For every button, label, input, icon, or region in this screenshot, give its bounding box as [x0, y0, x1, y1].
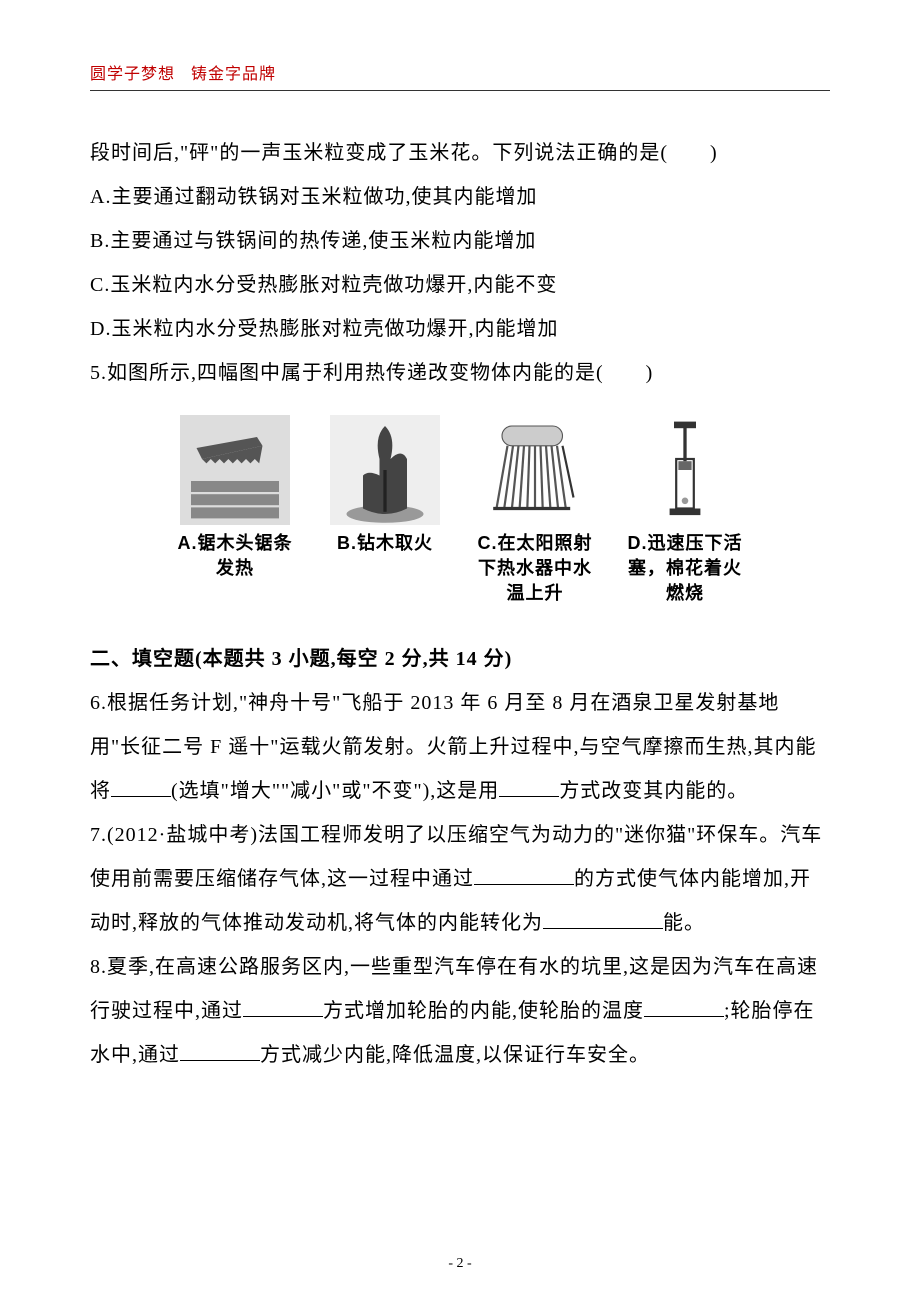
- q6-blank1: [111, 776, 171, 797]
- q5-fig-d: D.迅速压下活塞，棉花着火燃烧: [620, 415, 750, 607]
- q7: 7.(2012·盐城中考)法国工程师发明了以压缩空气为动力的"迷你猫"环保车。汽…: [90, 813, 830, 945]
- header-slogan-2: 铸金字品牌: [191, 66, 276, 83]
- q7-blank2: [543, 908, 663, 929]
- q4-option-a: A.主要通过翻动铁锅对玉米粒做功,使其内能增加: [90, 175, 830, 219]
- q6-t2: (选填"增大""减小"或"不变"),这是用: [171, 780, 499, 802]
- q4-option-d: D.玉米粒内水分受热膨胀对粒壳做功爆开,内能增加: [90, 307, 830, 351]
- q5-fig-c-label: C.在太阳照射下热水器中水温上升: [470, 531, 600, 607]
- q8-t2: 方式增加轮胎的内能,使轮胎的温度: [323, 1000, 644, 1022]
- solar-heater-icon: [480, 415, 590, 525]
- q4-option-b: B.主要通过与铁锅间的热传递,使玉米粒内能增加: [90, 219, 830, 263]
- page: 圆学子梦想铸金字品牌 段时间后,"砰"的一声玉米粒变成了玉米花。下列说法正确的是…: [0, 0, 920, 1302]
- body: 段时间后,"砰"的一声玉米粒变成了玉米花。下列说法正确的是( ) A.主要通过翻…: [90, 131, 830, 1077]
- q8-blank1: [243, 996, 323, 1017]
- q8: 8.夏季,在高速公路服务区内,一些重型汽车停在有水的坑里,这是因为汽车在高速行驶…: [90, 945, 830, 1077]
- q6-t3: 方式改变其内能的。: [559, 780, 748, 802]
- piston-icon: [630, 415, 740, 525]
- q6-blank2: [499, 776, 559, 797]
- q5-fig-c: C.在太阳照射下热水器中水温上升: [470, 415, 600, 607]
- page-header: 圆学子梦想铸金字品牌: [90, 60, 830, 91]
- q8-t4: 方式减少内能,降低温度,以保证行车安全。: [260, 1044, 650, 1066]
- drill-fire-icon: [330, 415, 440, 525]
- q5-fig-a: A.锯木头锯条发热: [170, 415, 300, 581]
- q5-figures: A.锯木头锯条发热 B.钻木取火: [90, 415, 830, 607]
- q5-fig-b-label: B.钻木取火: [337, 531, 433, 556]
- q6: 6.根据任务计划,"神舟十号"飞船于 2013 年 6 月至 8 月在酒泉卫星发…: [90, 681, 830, 813]
- q5-fig-b: B.钻木取火: [320, 415, 450, 556]
- q5-stem: 5.如图所示,四幅图中属于利用热传递改变物体内能的是( ): [90, 351, 830, 395]
- saw-wood-icon: [180, 415, 290, 525]
- q4-stem: 段时间后,"砰"的一声玉米粒变成了玉米花。下列说法正确的是( ): [90, 131, 830, 175]
- q7-t3: 能。: [663, 912, 705, 934]
- q8-blank2: [644, 996, 724, 1017]
- q5-fig-d-label: D.迅速压下活塞，棉花着火燃烧: [620, 531, 750, 607]
- q8-blank3: [180, 1040, 260, 1061]
- page-number: - 2 -: [448, 1256, 471, 1271]
- q7-blank1: [474, 864, 574, 885]
- section2-title: 二、填空题(本题共 3 小题,每空 2 分,共 14 分): [90, 637, 830, 681]
- header-slogan-1: 圆学子梦想: [90, 66, 175, 83]
- q4-option-c: C.玉米粒内水分受热膨胀对粒壳做功爆开,内能不变: [90, 263, 830, 307]
- page-footer: - 2 -: [0, 1256, 920, 1272]
- q5-fig-a-label: A.锯木头锯条发热: [170, 531, 300, 581]
